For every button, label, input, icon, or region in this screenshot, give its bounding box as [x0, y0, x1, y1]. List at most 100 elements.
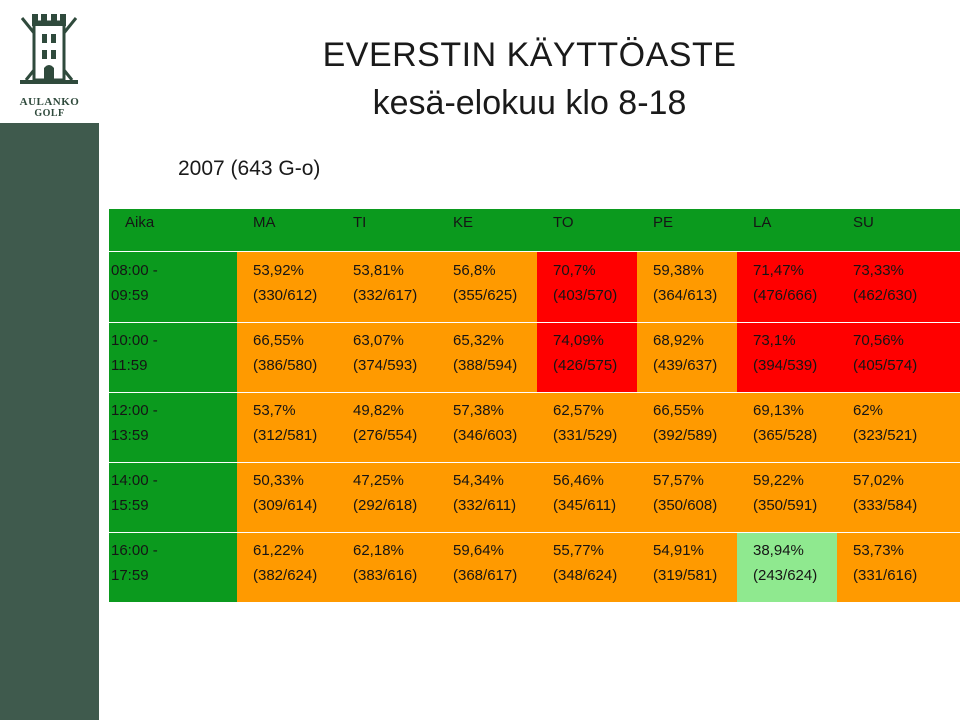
usage-percent: 56,8% [453, 262, 496, 279]
usage-percent: 68,92% [653, 332, 704, 349]
usage-percent: 55,77% [553, 542, 604, 559]
usage-cell: 69,13% (365/528) [737, 392, 837, 462]
usage-cell: 74,09% (426/575) [537, 322, 637, 392]
usage-cell: 73,1% (394/539) [737, 322, 837, 392]
usage-ratio: (355/625) [453, 287, 518, 304]
page-title-period: kesä-elokuu klo 8-18 [372, 84, 687, 122]
usage-ratio: (331/529) [553, 427, 618, 444]
usage-ratio: (331/616) [853, 567, 918, 584]
usage-ratio: (382/624) [253, 567, 318, 584]
usage-cell: 62% (323/521) [837, 392, 960, 462]
time-slot-end: 09:59 [111, 287, 149, 304]
usage-percent: 49,82% [353, 402, 404, 419]
usage-cell: 56,46% (345/611) [537, 462, 637, 532]
usage-percent: 66,55% [253, 332, 304, 349]
usage-cell: 54,34% (332/611) [437, 462, 537, 532]
usage-percent: 54,34% [453, 472, 504, 489]
castle-tower-icon [20, 14, 78, 84]
usage-percent: 38,94% [753, 542, 804, 559]
usage-ratio: (476/666) [753, 287, 818, 304]
usage-ratio: (364/613) [653, 287, 718, 304]
time-slot-start: 08:00 - [111, 262, 158, 279]
usage-cell: 53,7% (312/581) [237, 392, 337, 462]
usage-percent: 61,22% [253, 542, 304, 559]
usage-percent: 70,56% [853, 332, 904, 349]
usage-cell: 57,02% (333/584) [837, 462, 960, 532]
usage-percent: 59,22% [753, 472, 804, 489]
usage-percent: 56,46% [553, 472, 604, 489]
usage-cell: 57,57% (350/608) [637, 462, 737, 532]
usage-ratio: (333/584) [853, 497, 918, 514]
usage-ratio: (348/624) [553, 567, 618, 584]
time-slot-start: 10:00 - [111, 332, 158, 349]
subtitle-year: 2007 (643 G-o) [178, 157, 321, 180]
usage-percent: 59,64% [453, 542, 504, 559]
usage-cell: 59,38% (364/613) [637, 252, 737, 322]
usage-percent: 53,73% [853, 542, 904, 559]
usage-cell: 62,18% (383/616) [337, 532, 437, 602]
usage-ratio: (462/630) [853, 287, 918, 304]
usage-ratio: (332/617) [353, 287, 418, 304]
usage-cell: 50,33% (309/614) [237, 462, 337, 532]
usage-cell: 55,77% (348/624) [537, 532, 637, 602]
usage-cell: 53,73% (331/616) [837, 532, 960, 602]
usage-cell: 71,47% (476/666) [737, 252, 837, 322]
column-header-day: MA [237, 209, 337, 251]
usage-cell: 63,07% (374/593) [337, 322, 437, 392]
usage-percent: 65,32% [453, 332, 504, 349]
row-separator [109, 392, 960, 393]
usage-ratio: (394/539) [753, 357, 818, 374]
usage-ratio: (309/614) [253, 497, 318, 514]
usage-ratio: (319/581) [653, 567, 718, 584]
column-header-day: TO [537, 209, 637, 251]
time-slot-cell: 10:00 - 11:59 [109, 322, 237, 392]
time-slot-cell: 14:00 - 15:59 [109, 462, 237, 532]
usage-percent: 57,38% [453, 402, 504, 419]
column-header-day: SU [837, 209, 960, 251]
usage-percent: 70,7% [553, 262, 596, 279]
logo-text-golf: GOLF [34, 108, 65, 119]
usage-percent: 53,92% [253, 262, 304, 279]
usage-percent: 53,7% [253, 402, 296, 419]
usage-cell: 57,38% (346/603) [437, 392, 537, 462]
usage-ratio: (405/574) [853, 357, 918, 374]
row-separator [109, 251, 960, 252]
usage-percent: 73,1% [753, 332, 796, 349]
column-header-day: KE [437, 209, 537, 251]
usage-percent: 50,33% [253, 472, 304, 489]
time-slot-start: 14:00 - [111, 472, 158, 489]
usage-cell: 59,64% (368/617) [437, 532, 537, 602]
usage-ratio: (332/611) [453, 497, 517, 514]
usage-cell: 70,56% (405/574) [837, 322, 960, 392]
usage-ratio: (368/617) [453, 567, 518, 584]
usage-percent: 63,07% [353, 332, 404, 349]
usage-ratio: (388/594) [453, 357, 518, 374]
page-title: EVERSTIN KÄYTTÖASTE [322, 36, 737, 74]
usage-cell: 38,94% (243/624) [737, 532, 837, 602]
usage-ratio: (243/624) [753, 567, 818, 584]
column-header-time: Aika [109, 209, 237, 251]
usage-cell: 61,22% (382/624) [237, 532, 337, 602]
aulanko-golf-logo: AULANKO GOLF [0, 0, 99, 123]
usage-cell: 65,32% (388/594) [437, 322, 537, 392]
usage-ratio: (386/580) [253, 357, 318, 374]
usage-cell: 47,25% (292/618) [337, 462, 437, 532]
usage-percent: 66,55% [653, 402, 704, 419]
usage-ratio: (365/528) [753, 427, 818, 444]
column-header-day: LA [737, 209, 837, 251]
usage-ratio: (403/570) [553, 287, 618, 304]
usage-percent: 73,33% [853, 262, 904, 279]
usage-cell: 53,92% (330/612) [237, 252, 337, 322]
usage-cell: 62,57% (331/529) [537, 392, 637, 462]
usage-ratio: (426/575) [553, 357, 618, 374]
usage-cell: 66,55% (386/580) [237, 322, 337, 392]
time-slot-end: 13:59 [111, 427, 149, 444]
usage-percent: 57,02% [853, 472, 904, 489]
usage-cell: 54,91% (319/581) [637, 532, 737, 602]
time-slot-cell: 08:00 - 09:59 [109, 252, 237, 322]
usage-cell: 59,22% (350/591) [737, 462, 837, 532]
usage-cell: 70,7% (403/570) [537, 252, 637, 322]
row-separator [109, 532, 960, 533]
usage-ratio: (439/637) [653, 357, 718, 374]
column-header-day: PE [637, 209, 737, 251]
